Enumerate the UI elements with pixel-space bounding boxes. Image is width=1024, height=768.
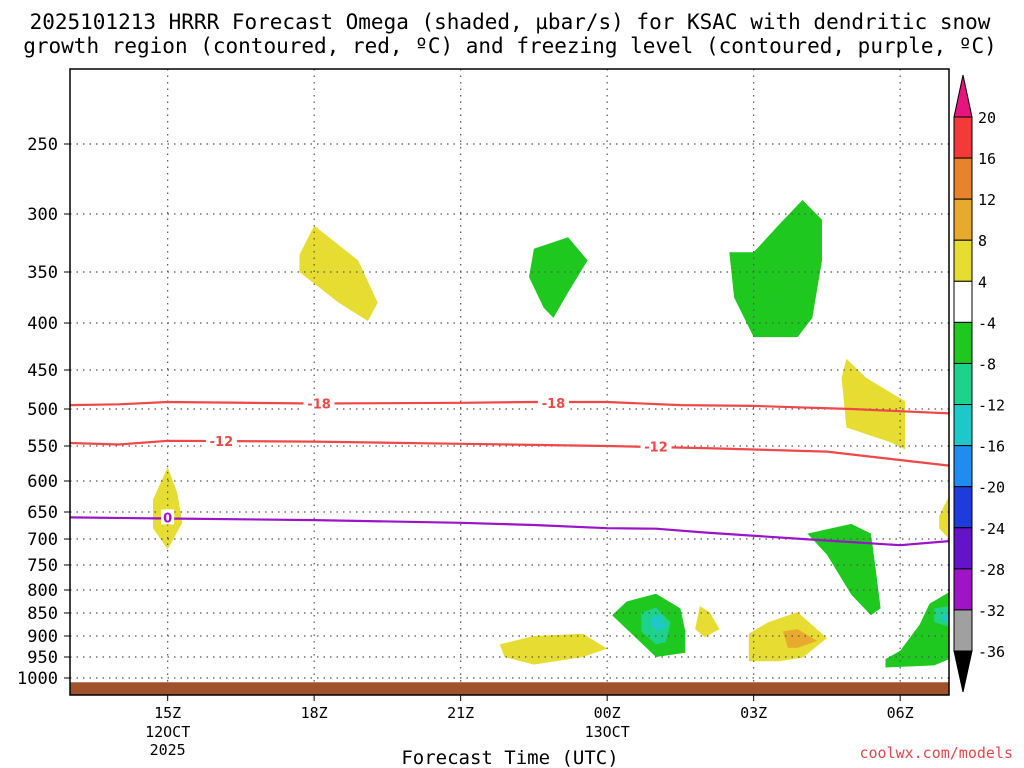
colorbar-label-6: -4 [978, 314, 996, 332]
contour-0c-line [69, 516, 950, 547]
y-axis-ticks: 250 300 350 400 450 500 550 600 650 700 750 800 850 9… [17, 135, 70, 689]
colorbar-label-14: -36 [978, 643, 1005, 661]
colorbar-label-13: -32 [978, 602, 1005, 620]
y-tick-label-700: 700 [27, 530, 58, 550]
colorbar-bin-6 [953, 321, 973, 364]
terrain-layer [70, 682, 949, 695]
colorbar-bottom-arrow [953, 650, 973, 693]
y-tick-label-450: 450 [27, 361, 58, 381]
omega-region-11 [885, 592, 949, 668]
x-tick-year-15Z: 2025 [150, 741, 186, 759]
colorbar-bin-9 [953, 445, 973, 488]
colorbar-label-4: 8 [978, 232, 987, 250]
chart-title-line-1: 2025101213 HRRR Forecast Omega (shaded, … [30, 10, 991, 34]
x-tick-label-18Z: 18Z [301, 704, 328, 722]
colorbar-bin-1 [953, 116, 973, 159]
y-tick-label-300: 300 [27, 205, 58, 225]
colorbar-label-7: -8 [978, 355, 996, 373]
x-axis-title: Forecast Time (UTC) [401, 747, 618, 768]
y-tick-label-750: 750 [27, 556, 58, 576]
contour-label-bg-3 [205, 432, 237, 448]
colorbar-bin-8 [953, 404, 973, 447]
x-tick-date-15Z: 12OCT [145, 723, 190, 741]
chart-title-line-2: growth region (contoured, red, ºC) and f… [23, 34, 997, 58]
omega-region-2 [529, 237, 588, 318]
colorbar-bin-2 [953, 157, 973, 200]
colorbar-label-10: -20 [978, 479, 1005, 497]
colorbar-bin-4 [953, 239, 973, 282]
contour-label-5: 0 [163, 511, 172, 526]
y-tick-label-650: 650 [27, 503, 58, 523]
colorbar-label-5: 4 [978, 273, 987, 291]
colorbar-label-3: 12 [978, 191, 996, 209]
colorbar-label-1: 20 [978, 109, 996, 127]
y-tick-label-350: 350 [27, 263, 58, 283]
x-tick-label-00Z: 00Z [594, 704, 621, 722]
y-tick-label-600: 600 [27, 472, 58, 492]
colorbar-top-arrow [953, 74, 973, 118]
colorbar-bin-3 [953, 198, 973, 241]
colorbar-bin-12 [953, 568, 973, 611]
credit-text: coolwx.com/models [859, 744, 1013, 762]
contour-label-1: -18 [307, 398, 331, 413]
colorbar-label-8: -12 [978, 397, 1005, 415]
omega-region-4 [841, 358, 906, 450]
colorbar-bin-11 [953, 527, 973, 570]
plot-area-background [70, 69, 949, 695]
colorbar-label-2: 16 [978, 150, 996, 168]
omega-region-1 [299, 225, 378, 321]
y-tick-label-250: 250 [27, 135, 58, 155]
y-tick-label-550: 550 [27, 437, 58, 457]
colorbar-bin-10 [953, 486, 973, 529]
y-tick-label-950: 950 [27, 648, 58, 668]
x-tick-label-15Z: 15Z [154, 704, 181, 722]
y-tick-label-1000: 1000 [17, 669, 58, 689]
colorbar-label-11: -24 [978, 520, 1005, 538]
y-tick-label-850: 850 [27, 604, 58, 624]
x-tick-label-21Z: 21Z [447, 704, 474, 722]
x-tick-date-00Z: 13OCT [585, 723, 630, 741]
contour-label-bg-4 [640, 438, 672, 454]
omega-region-13 [941, 613, 949, 623]
contour-label-2: -18 [542, 397, 566, 412]
omega-region-6 [939, 496, 949, 539]
omega-shaded-regions [153, 200, 949, 668]
colorbar-bin-5 [953, 280, 973, 323]
dotted-gridlines [70, 69, 949, 695]
terrain-band [70, 682, 949, 695]
x-tick-label-06Z: 06Z [887, 704, 914, 722]
contour-label-bg-1 [303, 395, 335, 411]
colorbar-bin-7 [953, 362, 973, 406]
colorbar-label-12: -28 [978, 561, 1005, 579]
plot-frame [69, 68, 950, 696]
colorbar-bin-13 [953, 609, 973, 652]
y-tick-label-800: 800 [27, 581, 58, 601]
omega-region-16 [783, 629, 818, 648]
omega-region-17 [695, 606, 720, 638]
colorbar-label-9: -16 [978, 438, 1005, 456]
colorbar: 20 16 12 8 4 -4 -8 -12 -16 -20 -24 -28 -32 -36 [953, 74, 1005, 693]
omega-region-14 [499, 633, 608, 665]
contour-label-bg-5 [161, 509, 175, 525]
x-tick-label-03Z: 03Z [740, 704, 767, 722]
contour-label-3: -12 [210, 435, 234, 450]
contour--12c-line [69, 439, 950, 467]
y-tick-label-500: 500 [27, 400, 58, 420]
contour-label-4: -12 [644, 441, 668, 456]
omega-region-3 [729, 200, 822, 338]
contour--18c-line [69, 400, 950, 415]
omega-region-5 [153, 467, 183, 550]
temperature-contours [69, 400, 950, 547]
contour-label-bg-2 [537, 394, 569, 410]
omega-region-12 [934, 606, 949, 627]
y-tick-label-400: 400 [27, 314, 58, 334]
contour-labels: -18 -18 -12 -12 0 [161, 394, 672, 526]
omega-region-10 [651, 615, 666, 632]
y-tick-label-900: 900 [27, 627, 58, 647]
omega-region-7 [807, 523, 881, 616]
